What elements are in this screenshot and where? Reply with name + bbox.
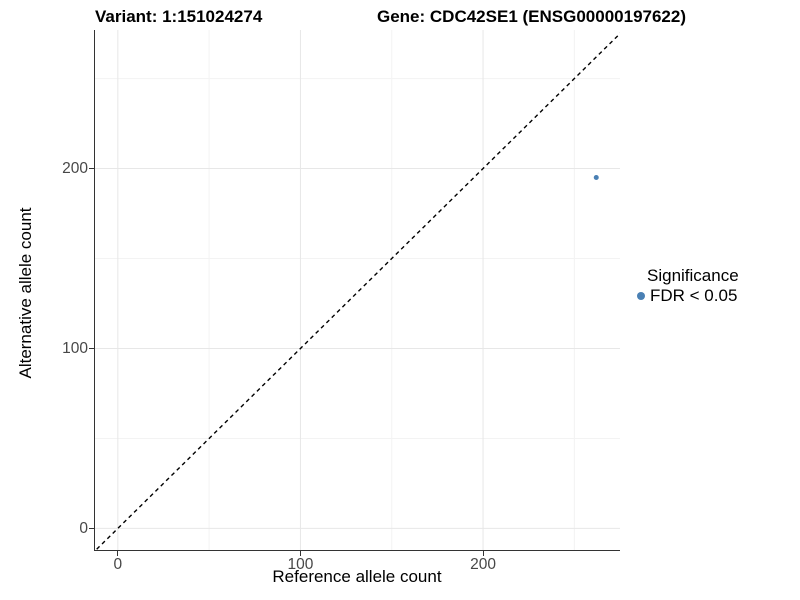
y-tick-label: 200 [62,160,88,178]
variant-title: Variant: 1:151024274 [95,7,263,26]
gene-title: Gene: CDC42SE1 (ENSG00000197622) [377,7,686,26]
legend-items: FDR < 0.05 [637,286,739,306]
plot-panel [94,30,620,551]
legend-key-dot-icon [637,292,645,300]
legend-item: FDR < 0.05 [637,286,739,306]
x-tick-label: 200 [470,556,496,573]
plot-area [95,30,620,550]
y-tick-mark [89,347,94,349]
legend-item-label: FDR < 0.05 [650,286,738,305]
y-axis-title: Alternative allele count [16,207,35,379]
y-tick-label: 100 [62,339,88,357]
legend: Significance FDR < 0.05 [637,266,739,306]
data-point [593,175,599,181]
x-tick-mark [299,551,301,556]
y-tick-mark [89,168,94,170]
legend-title: Significance [647,266,739,285]
identity-line [95,32,620,550]
x-tick-label: 0 [113,556,123,573]
x-tick-mark [482,551,484,556]
x-axis-title: Reference allele count [272,567,442,586]
x-tick-label: 100 [287,556,314,573]
x-tick-mark [117,551,119,556]
y-tick-mark [89,527,94,529]
y-tick-label: 0 [79,519,88,537]
